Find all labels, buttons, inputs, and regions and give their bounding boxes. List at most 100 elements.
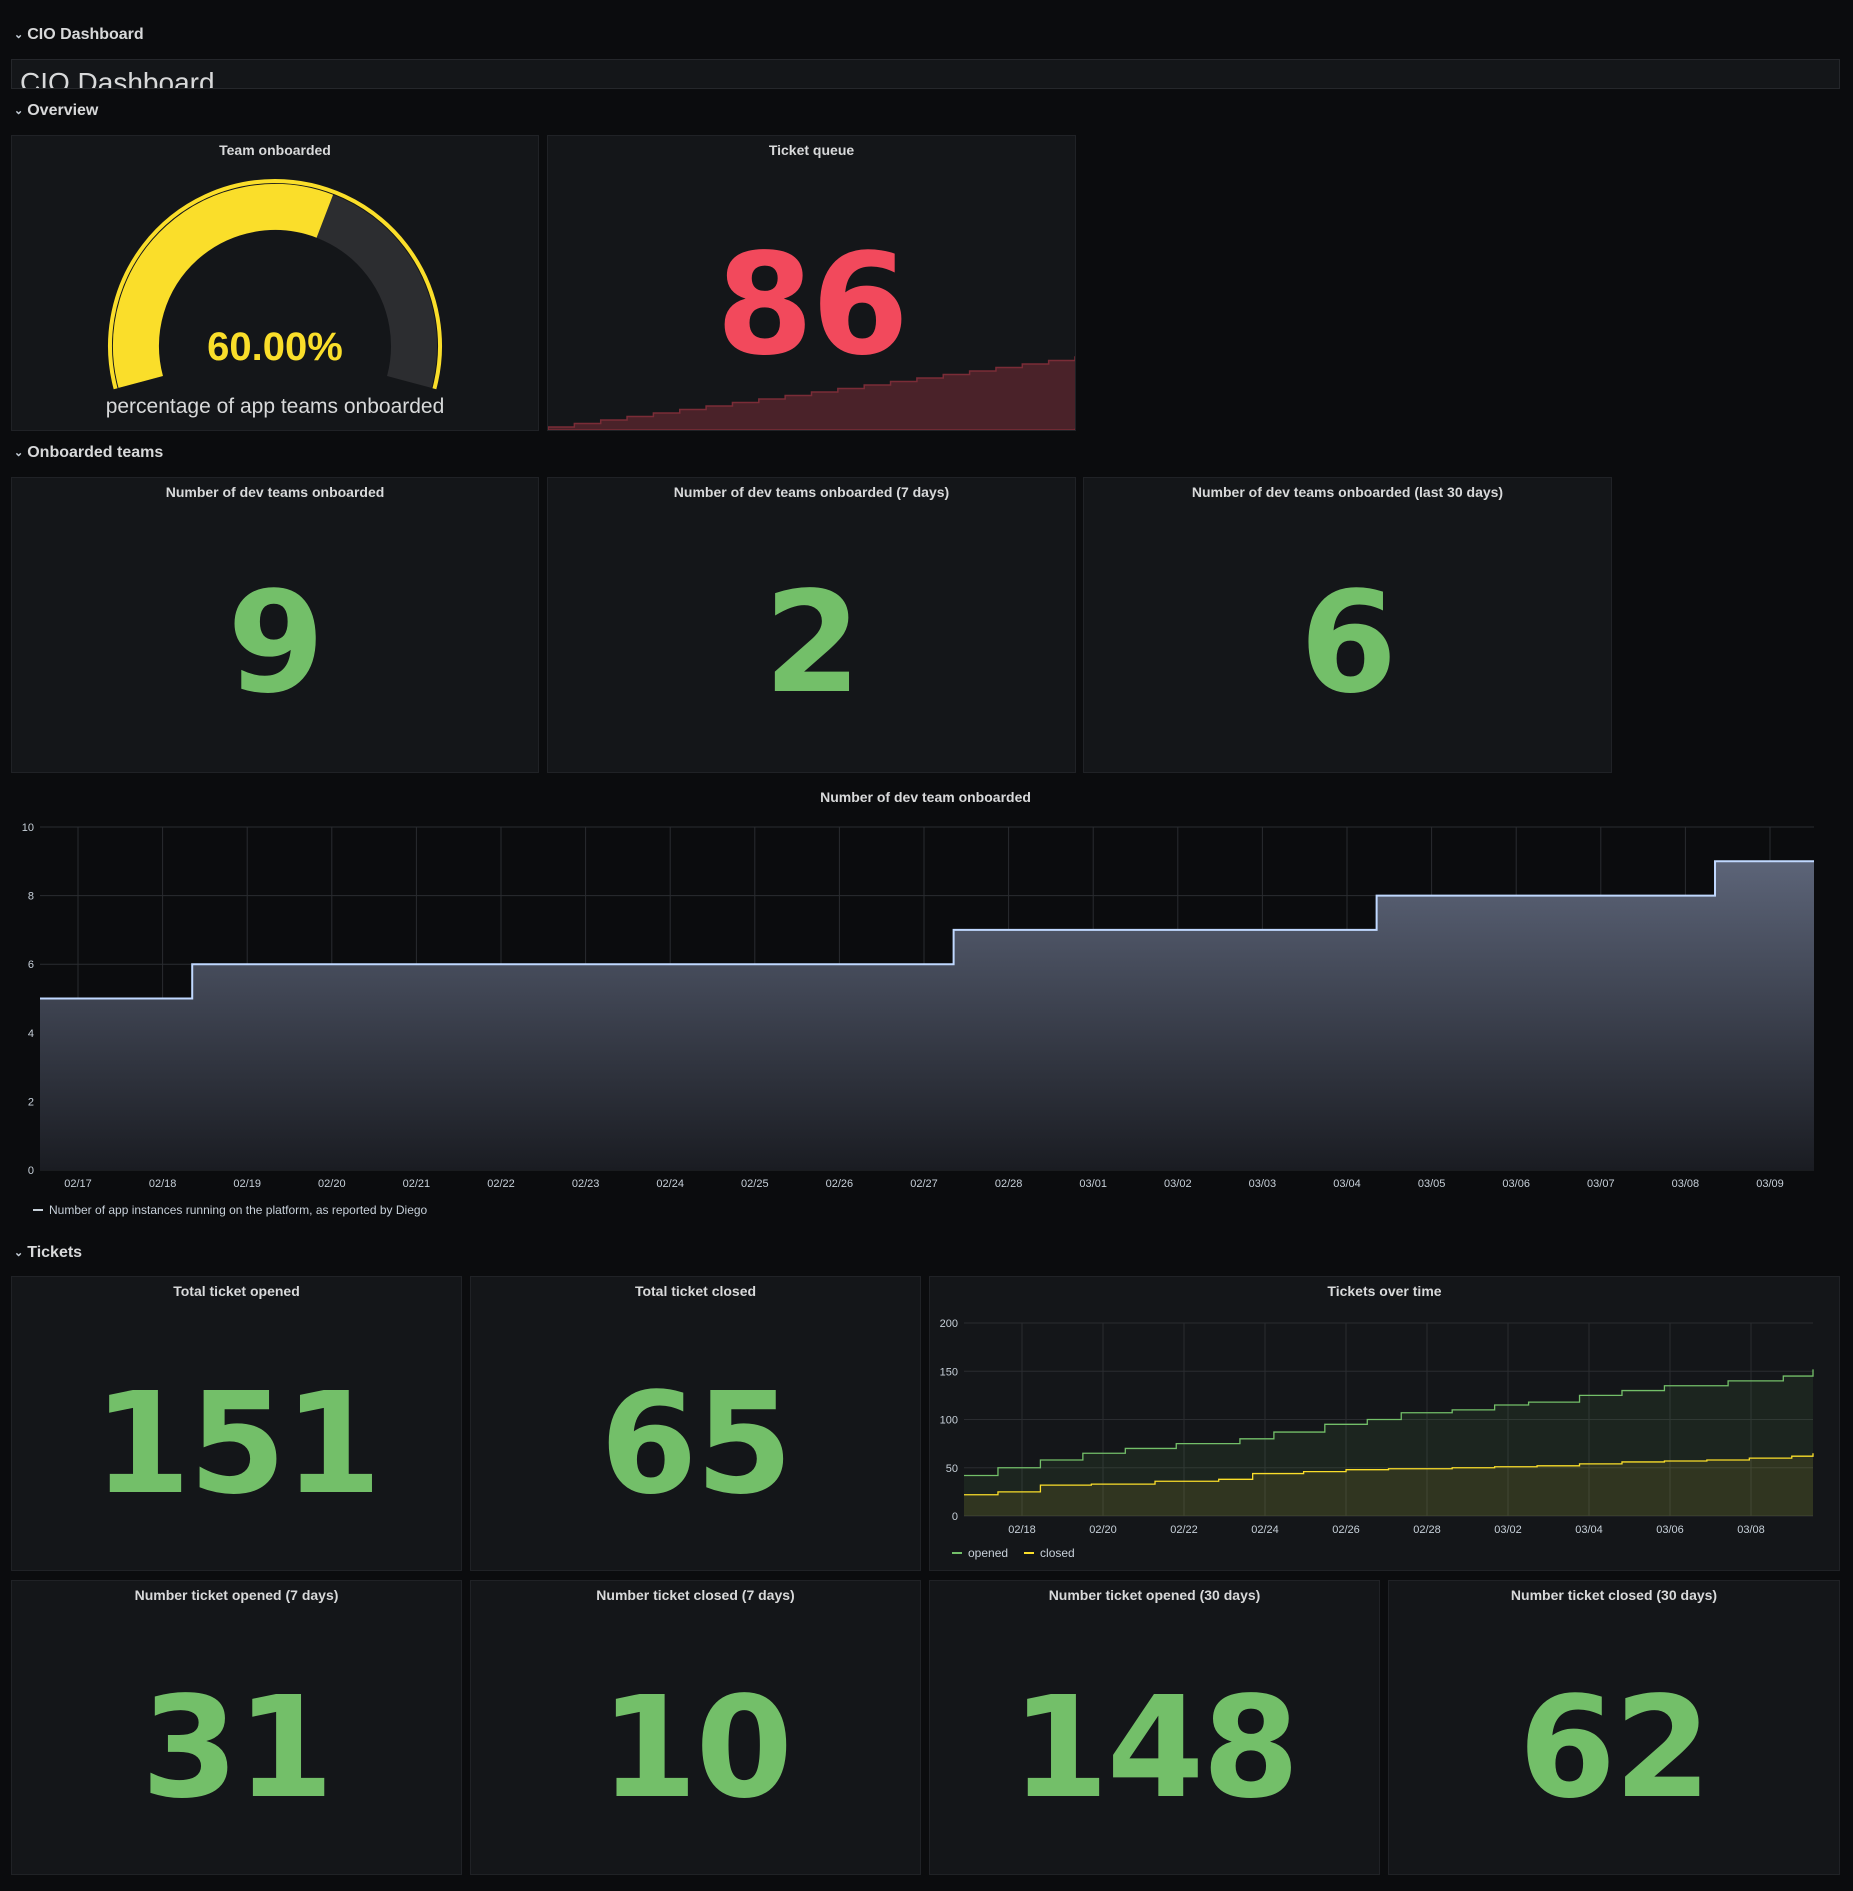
y-tick-label: 50 bbox=[946, 1463, 958, 1475]
x-tick-label: 02/28 bbox=[995, 1178, 1023, 1190]
y-tick-label: 4 bbox=[28, 1028, 34, 1040]
row-toggle-cio-dashboard[interactable]: ⌄ CIO Dashboard bbox=[14, 26, 144, 44]
x-tick-label: 03/02 bbox=[1494, 1524, 1522, 1536]
stat-value: 31 bbox=[141, 1667, 334, 1830]
y-tick-label: 150 bbox=[940, 1366, 958, 1378]
panel-title: Tickets over time bbox=[1327, 1283, 1442, 1299]
x-tick-label: 02/21 bbox=[403, 1178, 431, 1190]
panel-title: Ticket queue bbox=[768, 142, 855, 158]
x-tick-label: 02/22 bbox=[487, 1178, 515, 1190]
series-line-closed bbox=[964, 1453, 1814, 1496]
row-title-label: Overview bbox=[27, 102, 99, 119]
stat-value: 10 bbox=[600, 1667, 793, 1830]
x-tick-label: 03/09 bbox=[1756, 1178, 1784, 1190]
panel-ticket-opened-7-days[interactable]: Number ticket opened (7 days) 31 bbox=[11, 1580, 462, 1875]
x-tick-label: 02/24 bbox=[656, 1178, 684, 1190]
row-toggle-tickets[interactable]: ⌄ Tickets bbox=[14, 1244, 82, 1262]
x-tick-label: 02/28 bbox=[1413, 1524, 1441, 1536]
panel-title: Number of dev team onboarded bbox=[820, 789, 1031, 805]
panel-title: Team onboarded bbox=[219, 142, 331, 158]
chevron-down-icon: ⌄ bbox=[14, 28, 24, 41]
x-tick-label: 02/23 bbox=[572, 1178, 600, 1190]
panel-total-ticket-opened[interactable]: Total ticket opened 151 bbox=[11, 1276, 462, 1571]
y-tick-label: 100 bbox=[940, 1415, 958, 1427]
graph-legend: Number of app instances running on the p… bbox=[33, 1203, 427, 1217]
panel-ticket-closed-30-days[interactable]: Number ticket closed (30 days) 62 bbox=[1388, 1580, 1840, 1875]
panel-title: Total ticket opened bbox=[173, 1283, 300, 1299]
x-tick-label: 03/08 bbox=[1737, 1524, 1765, 1536]
x-tick-label: 03/08 bbox=[1672, 1178, 1700, 1190]
panel-team-onboarded[interactable]: Team onboarded 60.00% percentage of app … bbox=[11, 135, 539, 431]
text-panel-heading: CIO Dashboard bbox=[20, 67, 215, 89]
x-tick-label: 02/20 bbox=[318, 1178, 346, 1190]
panel-title: Number of dev teams onboarded (last 30 d… bbox=[1191, 484, 1504, 500]
gauge-subtitle: percentage of app teams onboarded bbox=[106, 395, 445, 418]
x-tick-label: 02/17 bbox=[64, 1178, 92, 1190]
y-tick-label: 0 bbox=[952, 1511, 958, 1523]
stat-value: 9 bbox=[227, 562, 324, 725]
series-line-opened bbox=[964, 1369, 1814, 1477]
panel-tickets-over-time[interactable]: Tickets over time 0 50 100 150 200 02/18 02/20… bbox=[929, 1276, 1840, 1571]
panel-title: Number of dev teams onboarded bbox=[165, 484, 385, 500]
x-tick-label: 02/19 bbox=[233, 1178, 261, 1190]
x-tick-label: 03/04 bbox=[1575, 1524, 1603, 1536]
row-title-label: Tickets bbox=[27, 1244, 83, 1261]
row-toggle-onboarded-teams[interactable]: ⌄ Onboarded teams bbox=[14, 444, 163, 462]
series-area-closed bbox=[964, 1453, 1813, 1516]
panel-title: Number ticket closed (30 days) bbox=[1510, 1587, 1718, 1603]
series-area-opened bbox=[964, 1369, 1813, 1516]
chevron-down-icon: ⌄ bbox=[14, 104, 24, 117]
stat-value: 6 bbox=[1299, 562, 1397, 725]
x-tick-label: 03/07 bbox=[1587, 1178, 1615, 1190]
y-tick-label: 200 bbox=[940, 1318, 958, 1330]
sparkline bbox=[548, 356, 1075, 430]
legend-swatch bbox=[33, 1209, 43, 1211]
graph-legend: opened closed bbox=[952, 1546, 1075, 1560]
series-area bbox=[40, 861, 1814, 1170]
panel-dev-teams-onboarded-30-days[interactable]: Number of dev teams onboarded (last 30 d… bbox=[1083, 477, 1612, 773]
panel-title: Number ticket opened (30 days) bbox=[1048, 1587, 1261, 1603]
chevron-down-icon: ⌄ bbox=[14, 1246, 24, 1259]
legend-swatch bbox=[1024, 1552, 1035, 1554]
panel-total-ticket-closed[interactable]: Total ticket closed 65 bbox=[470, 1276, 921, 1571]
x-tick-label: 02/26 bbox=[1332, 1524, 1360, 1536]
gauge-fill bbox=[113, 184, 334, 388]
legend-label: closed bbox=[1040, 1546, 1075, 1560]
stat-value: 2 bbox=[763, 562, 861, 725]
panel-dev-teams-onboarded[interactable]: Number of dev teams onboarded 9 bbox=[11, 477, 539, 773]
y-tick-label: 10 bbox=[22, 822, 34, 834]
legend-label: opened bbox=[968, 1546, 1009, 1560]
x-tick-label: 02/24 bbox=[1251, 1524, 1279, 1536]
panel-ticket-queue[interactable]: Ticket queue 86 bbox=[547, 135, 1076, 431]
stat-value: 86 bbox=[716, 224, 909, 387]
graph-dev-team-onboarded: 0 2 4 6 8 10 02/17 02/18 02/19 02/20 02/21 02/22 02/… bbox=[22, 822, 1814, 1190]
stat-value: 148 bbox=[1011, 1667, 1299, 1830]
panel-dev-teams-onboarded-7-days[interactable]: Number of dev teams onboarded (7 days) 2 bbox=[547, 477, 1076, 773]
row-toggle-overview[interactable]: ⌄ Overview bbox=[14, 102, 98, 120]
legend-item-opened[interactable]: opened bbox=[952, 1546, 1008, 1560]
panel-ticket-closed-7-days[interactable]: Number ticket closed (7 days) 10 bbox=[470, 1580, 921, 1875]
x-tick-label: 02/18 bbox=[149, 1178, 177, 1190]
x-tick-label: 03/04 bbox=[1333, 1178, 1361, 1190]
stat-value: 151 bbox=[93, 1363, 381, 1526]
legend-swatch bbox=[952, 1552, 962, 1554]
chevron-down-icon: ⌄ bbox=[14, 446, 24, 459]
x-tick-label: 02/20 bbox=[1089, 1524, 1117, 1536]
panel-ticket-opened-30-days[interactable]: Number ticket opened (30 days) 148 bbox=[929, 1580, 1380, 1875]
panel-title: Number ticket closed (7 days) bbox=[596, 1587, 795, 1603]
legend-item[interactable]: Number of app instances running on the p… bbox=[33, 1203, 427, 1217]
graph-tickets-over-time: 0 50 100 150 200 02/18 02/20 02/22 02/24 02/26 02/… bbox=[940, 1318, 1814, 1536]
x-tick-label: 02/18 bbox=[1008, 1524, 1036, 1536]
text-panel: CIO Dashboard bbox=[11, 59, 1840, 89]
panel-title: Total ticket closed bbox=[634, 1283, 757, 1299]
x-tick-label: 02/22 bbox=[1170, 1524, 1198, 1536]
legend-label: Number of app instances running on the p… bbox=[49, 1203, 428, 1217]
y-tick-label: 2 bbox=[28, 1096, 34, 1108]
y-tick-label: 0 bbox=[28, 1165, 34, 1177]
x-tick-label: 02/26 bbox=[826, 1178, 854, 1190]
x-tick-label: 03/06 bbox=[1656, 1524, 1684, 1536]
panel-dev-team-graph[interactable]: Number of dev team onboarded 0 2 4 6 8 10 02/1… bbox=[11, 783, 1840, 1223]
row-title-label: CIO Dashboard bbox=[27, 26, 144, 43]
stat-value: 65 bbox=[600, 1363, 793, 1526]
legend-item-closed[interactable]: closed bbox=[1024, 1546, 1075, 1560]
